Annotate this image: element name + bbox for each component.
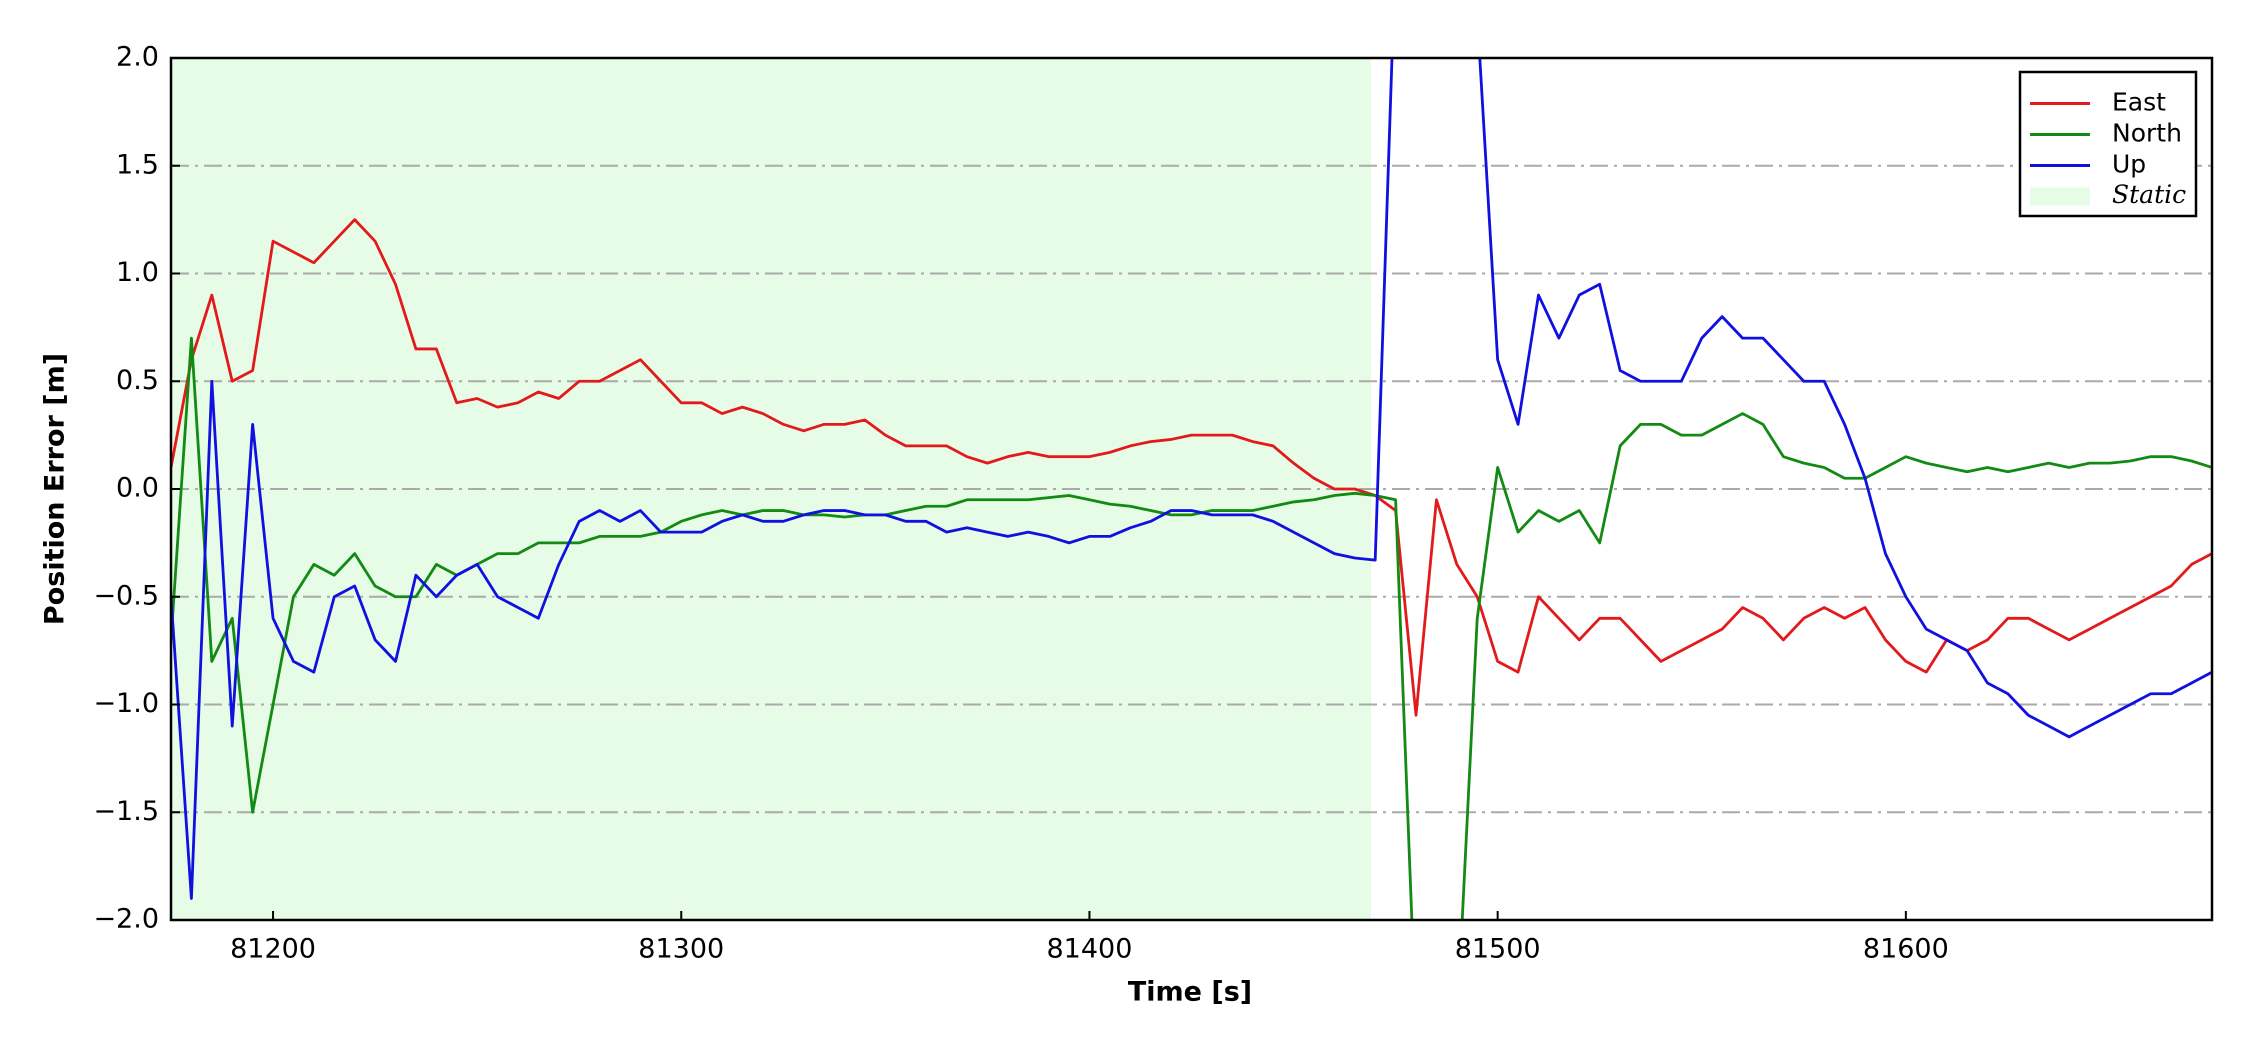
legend-label: Up [2112,150,2146,179]
series-line [171,218,2212,717]
plot-frame [169,56,2214,922]
axes: −2.0 −1.5 −1.0 −0.5 0.0 0.5 1.0 1.5 2.0 81200 8130… [93,42,2214,965]
y-axis-label: Position Error [m] [40,353,71,625]
y-tick-label: −1.5 [93,796,159,827]
y-tick-label: −1.0 [93,688,159,719]
legend-swatch [2030,187,2090,206]
series-line [171,336,2212,920]
series-line [171,58,2212,900]
x-tick-label: 81500 [1455,934,1541,965]
x-tick-label: 81600 [1863,934,1949,965]
x-tick-label: 81300 [638,934,724,965]
x-tick-label: 81400 [1046,934,1132,965]
x-tick-label: 81200 [230,934,316,965]
lines [171,58,2212,920]
x-axis-label: Time [s] [1128,977,1252,1008]
y-tick-label: 1.5 [116,149,159,180]
y-tick-label: 2.0 [116,42,159,73]
y-tick-label: −2.0 [93,904,159,935]
y-tick-label: 0.0 [116,473,159,504]
y-tick-label: −0.5 [93,580,159,611]
y-tick-label: 1.0 [116,257,159,288]
legend-label: East [2112,88,2166,117]
legend-label: North [2112,119,2182,148]
legend-label: Static [2112,180,2186,209]
y-tick-label: 0.5 [116,365,159,396]
